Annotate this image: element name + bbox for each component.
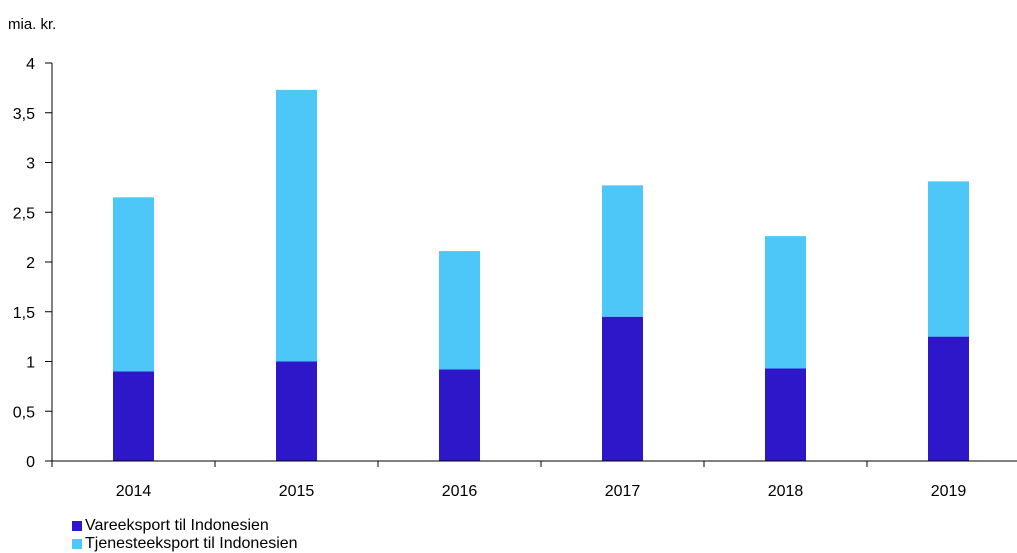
x-tick-label: 2016 <box>442 483 478 500</box>
bar-vareeksport-2015 <box>276 361 317 461</box>
bar-tjenesteeksport-2017 <box>602 185 643 317</box>
x-tick-label: 2015 <box>279 483 315 500</box>
bar-vareeksport-2018 <box>765 368 806 461</box>
bar-tjenesteeksport-2015 <box>276 89 317 362</box>
y-tick-label: 0 <box>26 454 35 471</box>
legend-label-vareeksport: Vareeksport til Indonesien <box>85 517 269 534</box>
bar-tjenesteeksport-2016 <box>439 251 480 370</box>
legend-swatch-vareeksport <box>72 521 82 531</box>
bar-tjenesteeksport-2014 <box>113 197 154 372</box>
bar-vareeksport-2016 <box>439 369 480 461</box>
y-tick-label: 2 <box>26 255 35 272</box>
y-tick-label: 2,5 <box>13 205 35 222</box>
axes-group: 0 0,5 1 1,5 2 2,5 3 3,5 4 2014 2015 2016 2017 2018 201… <box>13 56 1017 500</box>
y-tick-label: 0,5 <box>13 404 35 421</box>
x-tick-label: 2017 <box>605 483 641 500</box>
bar-tjenesteeksport-2019 <box>928 181 969 337</box>
x-tick-label: 2014 <box>116 483 152 500</box>
bar-vareeksport-2014 <box>113 371 154 461</box>
bar-tjenesteeksport-2018 <box>765 236 806 369</box>
legend-item-vareeksport: Vareeksport til Indonesien <box>72 517 298 535</box>
y-tick-label: 1,5 <box>13 305 35 322</box>
bars-group <box>113 89 969 461</box>
legend: Vareeksport til Indonesien Tjenesteekspo… <box>72 517 298 553</box>
bar-vareeksport-2019 <box>928 336 969 461</box>
y-tick-label: 3,5 <box>13 106 35 123</box>
y-axis-unit-label: mia. kr. <box>8 16 56 33</box>
y-tick-label: 1 <box>26 355 35 372</box>
legend-item-tjenesteeksport: Tjenesteeksport til Indonesien <box>72 535 298 553</box>
legend-label-tjenesteeksport: Tjenesteeksport til Indonesien <box>85 535 298 552</box>
y-tick-label: 4 <box>26 56 35 73</box>
x-tick-label: 2018 <box>768 483 804 500</box>
x-tick-label: 2019 <box>931 483 967 500</box>
legend-swatch-tjenesteeksport <box>72 539 82 549</box>
bar-vareeksport-2017 <box>602 316 643 461</box>
y-tick-label: 3 <box>26 156 35 173</box>
